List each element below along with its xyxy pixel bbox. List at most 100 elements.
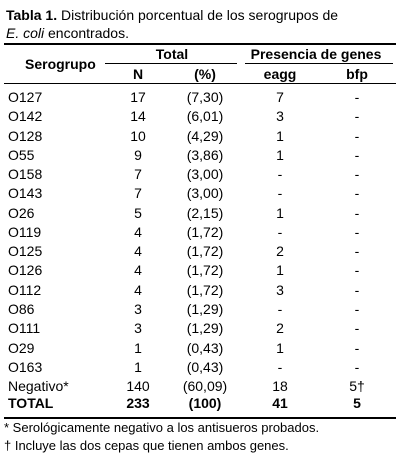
n-cell: 7 [134, 166, 142, 183]
eagg-cell: 1 [276, 127, 284, 144]
pct-cell: (1,72) [186, 243, 224, 260]
eagg-cell: 7 [276, 89, 284, 105]
header-serogrupo: Serogrupo [25, 56, 96, 72]
bfp-cell: - [354, 166, 360, 183]
bfp-cell: - [354, 243, 360, 260]
eagg-cell: 1 [276, 204, 284, 221]
n-cell: 3 [134, 300, 142, 317]
serogroup-cell: O143 [8, 185, 43, 202]
bfp-cell: - [354, 358, 360, 375]
pct-cell: (7,30) [186, 89, 224, 105]
eagg-cell: 3 [276, 281, 284, 298]
bfp-cell: - [354, 339, 360, 356]
serogroup-cell: O163 [8, 358, 43, 375]
eagg-cell: - [277, 358, 283, 375]
n-cell: 1 [134, 339, 142, 356]
bottom-rule [4, 417, 396, 419]
pct-cell: (3,00) [186, 166, 224, 183]
header-total: Total [155, 46, 189, 62]
n-cell: 4 [134, 223, 142, 240]
serogroup-cell: O86 [8, 300, 35, 317]
bfp-cell: 5 [353, 395, 361, 412]
pct-cell: (60,09) [182, 378, 228, 395]
n-cell: 233 [126, 395, 150, 412]
bfp-cell: 5† [349, 378, 365, 395]
serogroup-cell: O126 [8, 262, 43, 279]
n-cell: 4 [134, 262, 142, 279]
eagg-cell: 1 [276, 339, 284, 356]
eagg-cell: 41 [272, 395, 288, 412]
pct-cell: (1,72) [186, 262, 224, 279]
pct-cell: (3,86) [186, 146, 224, 163]
bfp-cell: - [354, 281, 360, 298]
header-n: N [132, 66, 144, 82]
n-cell: 1 [134, 358, 142, 375]
header-bfp: bfp [346, 66, 368, 82]
bfp-cell: - [354, 262, 360, 279]
serogroup-cell: O158 [8, 166, 43, 183]
n-cell: 10 [130, 127, 146, 144]
header-rule [245, 63, 393, 64]
eagg-cell: - [277, 223, 283, 240]
title-italic: E. coli [6, 25, 45, 41]
bfp-cell: - [354, 223, 360, 240]
title-line-2: E. coli encontrados. [6, 25, 129, 41]
footnote: * Serológicamente negativo a los antisue… [4, 420, 320, 435]
eagg-cell: 3 [276, 108, 284, 125]
eagg-cell: - [277, 185, 283, 202]
serogroup-cell: TOTAL [8, 395, 54, 412]
serogroup-cell: O128 [8, 127, 43, 144]
title-text: Distribución porcentual de los serogrupo… [60, 7, 339, 23]
serogroup-cell: O127 [8, 89, 43, 105]
title-line-1: Tabla 1. Distribución porcentual de los … [6, 7, 338, 23]
eagg-cell: 1 [276, 262, 284, 279]
n-cell: 17 [130, 89, 146, 105]
eagg-cell: 2 [276, 243, 284, 260]
top-rule [4, 43, 396, 45]
n-cell: 9 [134, 146, 142, 163]
serogroup-cell: O119 [8, 223, 42, 240]
n-cell: 3 [134, 320, 142, 337]
pct-cell: (4,29) [186, 127, 224, 144]
bfp-cell: - [354, 89, 360, 105]
bfp-cell: - [354, 146, 360, 163]
serogroup-cell: O29 [8, 339, 35, 356]
serogroup-cell: O112 [8, 281, 42, 298]
pct-cell: (1,29) [186, 320, 224, 337]
n-cell: 4 [134, 243, 142, 260]
header-rule [105, 63, 237, 64]
serogroup-cell: O55 [8, 146, 35, 163]
bfp-cell: - [354, 300, 360, 317]
eagg-cell: - [277, 300, 283, 317]
header-pct: (%) [194, 66, 216, 82]
header-genes: Presencia de genes [250, 46, 382, 62]
header-eagg: eagg [263, 66, 297, 82]
pct-cell: (100) [188, 395, 222, 412]
serogroup-cell: O125 [8, 243, 43, 260]
eagg-cell: 1 [276, 146, 284, 163]
pct-cell: (1,29) [186, 300, 224, 317]
serogroup-cell: O142 [8, 108, 43, 125]
footnote: † Incluye las dos cepas que tienen ambos… [4, 438, 289, 453]
pct-cell: (3,00) [186, 185, 224, 202]
pct-cell: (1,72) [186, 281, 224, 298]
pct-cell: (0,43) [186, 339, 224, 356]
pct-cell: (2,15) [186, 204, 224, 221]
n-cell: 5 [134, 204, 142, 221]
pct-cell: (1,72) [186, 223, 224, 240]
n-cell: 7 [134, 185, 142, 202]
bfp-cell: - [354, 185, 360, 202]
n-cell: 4 [134, 281, 142, 298]
header-bottom-rule [4, 83, 396, 84]
bfp-cell: - [354, 204, 360, 221]
serogroup-cell: O26 [8, 204, 35, 221]
eagg-cell: 2 [276, 320, 284, 337]
n-cell: 140 [126, 378, 150, 395]
bfp-cell: - [354, 320, 360, 337]
serogroup-cell: O111 [8, 320, 41, 337]
eagg-cell: 18 [272, 378, 288, 395]
pct-cell: (6,01) [186, 108, 224, 125]
title-text: encontrados. [48, 25, 129, 41]
pct-cell: (0,43) [186, 358, 224, 375]
